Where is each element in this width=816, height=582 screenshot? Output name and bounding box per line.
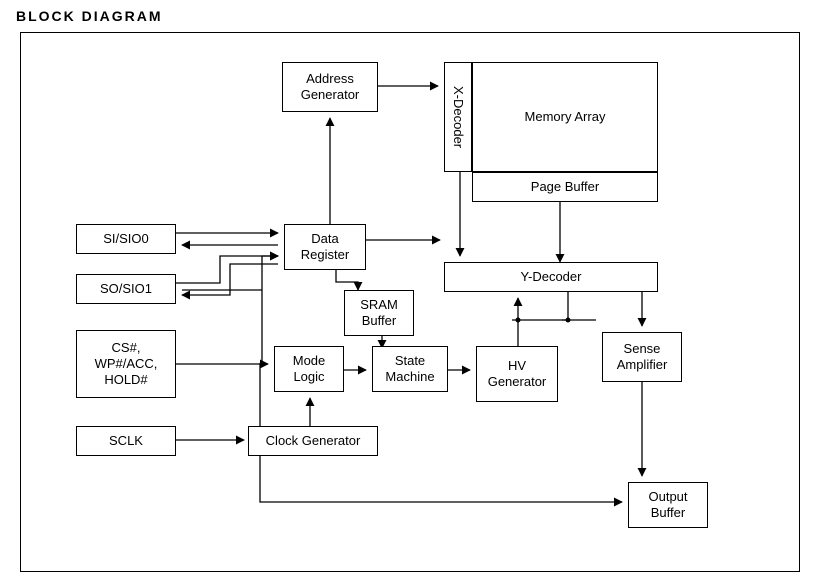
node-label-sclk: SCLK <box>109 433 143 449</box>
edge-6 <box>176 256 278 283</box>
node-cs_wp_hold: CS#,WP#/ACC,HOLD# <box>76 330 176 398</box>
node-out_buf: OutputBuffer <box>628 482 708 528</box>
node-si_sio0: SI/SIO0 <box>76 224 176 254</box>
node-label-sense_amp: SenseAmplifier <box>617 341 668 374</box>
node-label-clock_gen: Clock Generator <box>266 433 361 449</box>
node-label-mode_logic: ModeLogic <box>293 353 326 386</box>
edge-8 <box>336 270 358 290</box>
node-label-data_reg: DataRegister <box>301 231 349 264</box>
node-state_mach: StateMachine <box>372 346 448 392</box>
node-label-x_decoder: X-Decoder <box>450 86 466 148</box>
node-label-state_mach: StateMachine <box>385 353 434 386</box>
junction-2 <box>260 362 265 367</box>
node-label-so_sio1: SO/SIO1 <box>100 281 152 297</box>
node-label-hv_gen: HVGenerator <box>488 358 547 391</box>
node-so_sio1: SO/SIO1 <box>76 274 176 304</box>
node-label-addr_gen: AddressGenerator <box>301 71 360 104</box>
node-sram_buf: SRAMBuffer <box>344 290 414 336</box>
node-label-cs_wp_hold: CS#,WP#/ACC,HOLD# <box>95 340 158 389</box>
node-sense_amp: SenseAmplifier <box>602 332 682 382</box>
node-label-out_buf: OutputBuffer <box>648 489 687 522</box>
node-clock_gen: Clock Generator <box>248 426 378 456</box>
junction-1 <box>566 318 571 323</box>
node-label-mem_array: Memory Array <box>525 109 606 125</box>
node-y_decoder: Y-Decoder <box>444 262 658 292</box>
node-sclk: SCLK <box>76 426 176 456</box>
node-mode_logic: ModeLogic <box>274 346 344 392</box>
node-page_buf: Page Buffer <box>472 172 658 202</box>
edge-16 <box>512 292 568 320</box>
node-data_reg: DataRegister <box>284 224 366 270</box>
node-label-si_sio0: SI/SIO0 <box>103 231 149 247</box>
junction-0 <box>516 318 521 323</box>
node-addr_gen: AddressGenerator <box>282 62 378 112</box>
node-label-sram_buf: SRAMBuffer <box>360 297 398 330</box>
node-x_decoder: X-Decoder <box>444 62 472 172</box>
node-label-y_decoder: Y-Decoder <box>521 269 582 285</box>
node-label-page_buf: Page Buffer <box>531 179 599 195</box>
node-mem_array: Memory Array <box>472 62 658 172</box>
node-hv_gen: HVGenerator <box>476 346 558 402</box>
